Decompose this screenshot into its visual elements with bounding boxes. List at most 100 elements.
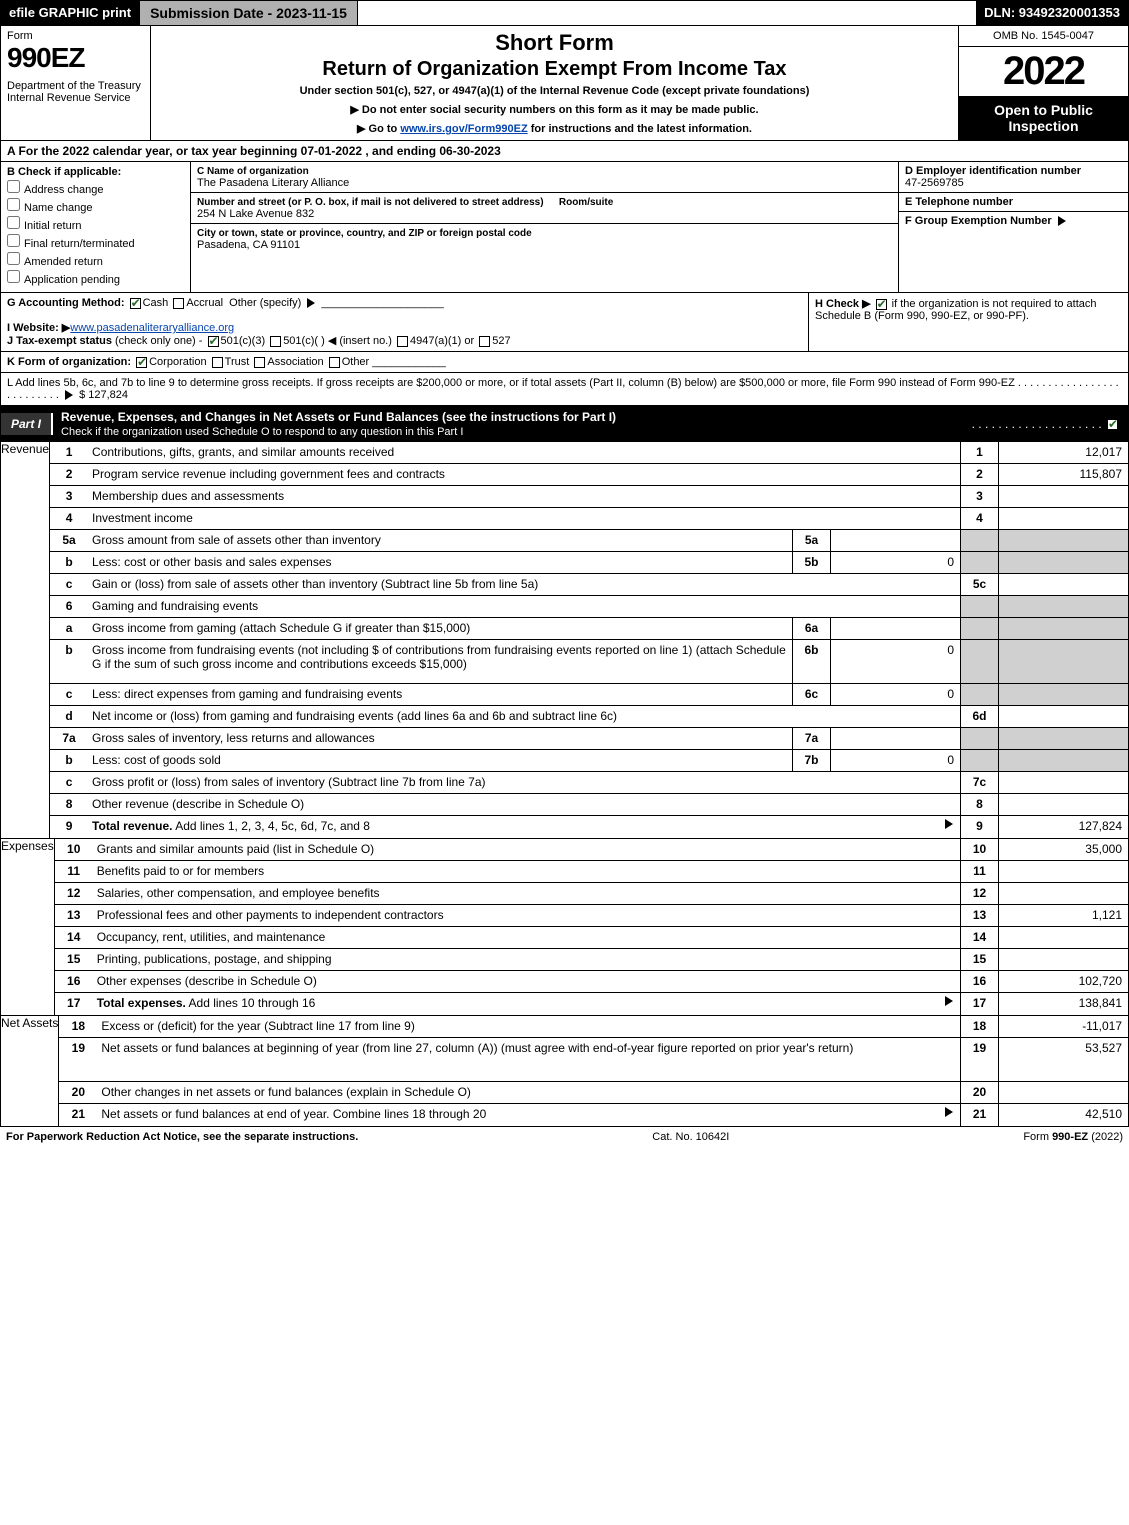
sub-val: 0 xyxy=(830,640,960,683)
line-desc: Other expenses (describe in Schedule O) xyxy=(93,971,960,992)
right-num xyxy=(960,728,998,749)
right-num: 18 xyxy=(960,1016,998,1037)
line-desc: Total revenue. Add lines 1, 2, 3, 4, 5c,… xyxy=(88,816,960,838)
right-val xyxy=(998,508,1128,529)
row-GH: G Accounting Method: Cash Accrual Other … xyxy=(0,293,1129,352)
line-num: 21 xyxy=(59,1104,97,1126)
C-street: Number and street (or P. O. box, if mail… xyxy=(191,193,898,224)
col-C: C Name of organizationThe Pasadena Liter… xyxy=(191,162,898,292)
line-num: b xyxy=(50,640,88,683)
right-num: 13 xyxy=(960,905,998,926)
cb-partI[interactable] xyxy=(1107,419,1118,430)
sidecat-revenue: Revenue xyxy=(1,442,50,838)
cb-name[interactable]: Name change xyxy=(7,198,184,214)
website-link[interactable]: www.pasadenaliteraryalliance.org xyxy=(70,322,234,334)
line-desc: Gain or (loss) from sale of assets other… xyxy=(88,574,960,595)
H: H Check ▶ if the organization is not req… xyxy=(808,293,1128,351)
right-num: 12 xyxy=(960,883,998,904)
cb-assoc[interactable] xyxy=(254,357,265,368)
col-DEF: D Employer identification number47-25697… xyxy=(898,162,1128,292)
cb-527[interactable] xyxy=(479,336,490,347)
sidecat-expenses: Expenses xyxy=(1,839,55,1015)
table-row: bLess: cost of goods sold7b0 xyxy=(50,750,1128,772)
header-right: OMB No. 1545-0047 2022 Open to Public In… xyxy=(958,26,1128,140)
table-row: 10Grants and similar amounts paid (list … xyxy=(55,839,1128,861)
efile-label[interactable]: efile GRAPHIC print xyxy=(1,1,139,25)
cb-corp[interactable] xyxy=(136,357,147,368)
table-row: 14Occupancy, rent, utilities, and mainte… xyxy=(55,927,1128,949)
street: 254 N Lake Avenue 832 xyxy=(197,208,314,220)
line-num: 20 xyxy=(59,1082,97,1103)
sub-val: 0 xyxy=(830,750,960,771)
sub-num: 6a xyxy=(792,618,830,639)
arrow-icon xyxy=(1058,216,1066,226)
submission-date: Submission Date - 2023-11-15 xyxy=(139,1,358,25)
cb-accrual[interactable] xyxy=(173,298,184,309)
line-num: 14 xyxy=(55,927,93,948)
line-desc: Printing, publications, postage, and shi… xyxy=(93,949,960,970)
table-row: dNet income or (loss) from gaming and fu… xyxy=(50,706,1128,728)
C-name: C Name of organizationThe Pasadena Liter… xyxy=(191,162,898,193)
cb-pending[interactable]: Application pending xyxy=(7,270,184,286)
right-val: 1,121 xyxy=(998,905,1128,926)
line-desc: Excess or (deficit) for the year (Subtra… xyxy=(97,1016,960,1037)
table-row: 20Other changes in net assets or fund ba… xyxy=(59,1082,1128,1104)
cb-cash[interactable] xyxy=(130,298,141,309)
cb-other[interactable] xyxy=(329,357,340,368)
part-label: Part I xyxy=(1,413,53,435)
table-row: 19Net assets or fund balances at beginni… xyxy=(59,1038,1128,1082)
line-desc: Less: cost of goods sold xyxy=(88,750,792,771)
line-desc: Occupancy, rent, utilities, and maintena… xyxy=(93,927,960,948)
right-num: 3 xyxy=(960,486,998,507)
open-inspection: Open to Public Inspection xyxy=(959,96,1128,140)
line-num: 16 xyxy=(55,971,93,992)
sub-num: 7b xyxy=(792,750,830,771)
right-val xyxy=(998,618,1128,639)
right-val xyxy=(998,883,1128,904)
city: Pasadena, CA 91101 xyxy=(197,239,300,251)
table-row: bLess: cost or other basis and sales exp… xyxy=(50,552,1128,574)
line-num: b xyxy=(50,552,88,573)
sub-num: 5a xyxy=(792,530,830,551)
E-phone: E Telephone number xyxy=(899,193,1128,212)
sub-val: 0 xyxy=(830,552,960,573)
ein-val: 47-2569785 xyxy=(905,177,964,189)
line-num: 5a xyxy=(50,530,88,551)
cb-address[interactable]: Address change xyxy=(7,180,184,196)
line-desc: Membership dues and assessments xyxy=(88,486,960,507)
line-desc: Investment income xyxy=(88,508,960,529)
right-num: 14 xyxy=(960,927,998,948)
sub-num: 7a xyxy=(792,728,830,749)
cb-501c3[interactable] xyxy=(208,336,219,347)
right-num xyxy=(960,596,998,617)
right-val xyxy=(998,750,1128,771)
footer-mid: Cat. No. 10642I xyxy=(652,1131,729,1143)
note2a: ▶ Go to xyxy=(357,123,400,135)
cb-H[interactable] xyxy=(876,299,887,310)
footer-left: For Paperwork Reduction Act Notice, see … xyxy=(6,1131,358,1143)
right-num xyxy=(960,552,998,573)
right-val xyxy=(998,949,1128,970)
footer: For Paperwork Reduction Act Notice, see … xyxy=(0,1127,1129,1147)
right-num: 10 xyxy=(960,839,998,860)
right-num: 6d xyxy=(960,706,998,727)
cb-4947[interactable] xyxy=(397,336,408,347)
cb-amended[interactable]: Amended return xyxy=(7,252,184,268)
cb-final[interactable]: Final return/terminated xyxy=(7,234,184,250)
line-desc: Professional fees and other payments to … xyxy=(93,905,960,926)
line-num: 13 xyxy=(55,905,93,926)
line-desc: Less: direct expenses from gaming and fu… xyxy=(88,684,792,705)
right-val: 53,527 xyxy=(998,1038,1128,1081)
line-desc: Other changes in net assets or fund bala… xyxy=(97,1082,960,1103)
right-num: 11 xyxy=(960,861,998,882)
cb-trust[interactable] xyxy=(212,357,223,368)
right-num: 4 xyxy=(960,508,998,529)
cb-501c[interactable] xyxy=(270,336,281,347)
table-row: 12Salaries, other compensation, and empl… xyxy=(55,883,1128,905)
irs-link[interactable]: www.irs.gov/Form990EZ xyxy=(400,123,527,135)
arrow-icon xyxy=(945,996,953,1006)
line-num: 17 xyxy=(55,993,93,1015)
table-row: 5aGross amount from sale of assets other… xyxy=(50,530,1128,552)
right-num: 8 xyxy=(960,794,998,815)
cb-initial[interactable]: Initial return xyxy=(7,216,184,232)
